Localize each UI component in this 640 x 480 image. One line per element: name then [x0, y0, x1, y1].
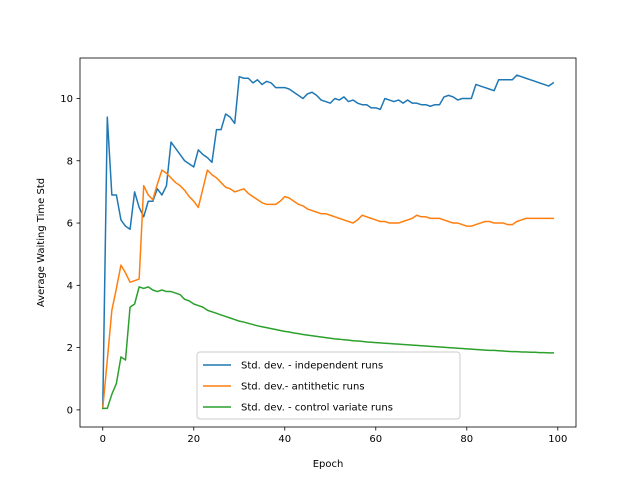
series-line-1 — [101, 74, 555, 410]
y-axis-ticks: 0 2 4 6 8 10 — [60, 94, 80, 416]
x-tick-label: 80 — [460, 434, 473, 445]
y-axis-label: Average Waiting Time Std — [36, 178, 47, 307]
legend-box — [196, 351, 461, 420]
y-tick-label: 6 — [67, 219, 73, 230]
y-tick-label: 4 — [67, 281, 73, 292]
legend-label-3: Std. dev. - control variate runs — [241, 403, 393, 414]
x-tick-label: 40 — [278, 434, 291, 445]
x-axis-ticks: 0 20 40 60 80 100 — [100, 427, 567, 445]
plot-lines — [101, 74, 555, 410]
x-axis-label: Epoch — [313, 459, 344, 470]
legend: Std. dev. - independent runs Std. dev.- a… — [196, 351, 461, 420]
x-tick-label: 100 — [548, 434, 567, 445]
x-tick-label: 0 — [100, 434, 106, 445]
plot-frame — [79, 57, 577, 428]
y-tick-label: 0 — [67, 405, 73, 416]
legend-label-2: Std. dev.- antithetic runs — [241, 382, 365, 393]
y-tick-label: 10 — [60, 94, 73, 105]
series-line-3 — [102, 286, 554, 410]
series-line-2 — [101, 169, 554, 410]
legend-label-1: Std. dev. - independent runs — [241, 361, 383, 372]
x-tick-label: 20 — [187, 434, 200, 445]
y-tick-label: 8 — [67, 156, 73, 167]
x-tick-label: 60 — [369, 434, 382, 445]
y-tick-label: 2 — [67, 343, 73, 354]
